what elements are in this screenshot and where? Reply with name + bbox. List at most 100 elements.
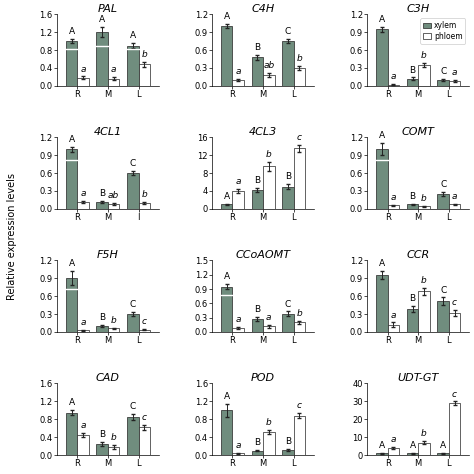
Bar	[388, 448, 399, 455]
Bar	[263, 326, 274, 332]
Text: B: B	[254, 438, 260, 447]
Bar	[282, 41, 294, 86]
Title: C4H: C4H	[251, 4, 275, 14]
Bar	[418, 207, 429, 209]
Text: C: C	[440, 285, 446, 294]
Bar	[108, 204, 119, 209]
Bar	[232, 328, 244, 332]
Text: A: A	[224, 392, 230, 401]
Bar	[77, 78, 89, 86]
Text: A: A	[69, 27, 74, 36]
Text: b: b	[421, 51, 427, 60]
Text: A: A	[224, 191, 230, 201]
Bar	[77, 435, 89, 455]
Title: CCoAOMT: CCoAOMT	[236, 250, 291, 260]
Text: B: B	[285, 173, 291, 182]
Text: A: A	[379, 15, 385, 24]
Text: A: A	[379, 441, 385, 450]
Bar	[97, 326, 108, 332]
Bar	[418, 443, 429, 455]
Text: a: a	[452, 191, 457, 201]
Bar	[108, 447, 119, 455]
Bar	[407, 310, 418, 332]
Bar	[232, 453, 244, 455]
Text: c: c	[452, 390, 457, 399]
Title: C3H: C3H	[407, 4, 430, 14]
Title: PAL: PAL	[98, 4, 118, 14]
Text: a: a	[391, 435, 396, 444]
Bar	[282, 450, 294, 455]
Bar	[438, 194, 449, 209]
Text: B: B	[410, 65, 416, 74]
Bar	[138, 64, 150, 86]
Text: A: A	[69, 135, 74, 144]
Title: F5H: F5H	[97, 250, 119, 260]
Text: a: a	[391, 193, 396, 202]
Legend: xylem, phloem: xylem, phloem	[420, 18, 465, 44]
Text: C: C	[440, 67, 446, 76]
Text: c: c	[297, 401, 302, 410]
Bar	[418, 65, 429, 86]
Bar	[252, 319, 263, 332]
Bar	[282, 186, 294, 209]
Text: a: a	[80, 189, 86, 198]
Bar	[66, 149, 77, 209]
Bar	[127, 173, 138, 209]
Bar	[127, 417, 138, 455]
Bar	[221, 410, 232, 455]
Bar	[138, 427, 150, 455]
Bar	[252, 57, 263, 86]
Bar	[221, 287, 232, 332]
Bar	[138, 203, 150, 209]
Bar	[438, 453, 449, 455]
Text: B: B	[99, 430, 105, 439]
Bar	[449, 204, 460, 209]
Bar	[376, 29, 388, 86]
Title: COMT: COMT	[402, 128, 435, 137]
Text: B: B	[254, 176, 260, 185]
Bar	[418, 292, 429, 332]
Bar	[294, 148, 305, 209]
Text: a: a	[236, 441, 241, 450]
Bar	[388, 325, 399, 332]
Bar	[127, 46, 138, 86]
Bar	[449, 403, 460, 455]
Title: POD: POD	[251, 374, 275, 383]
Text: b: b	[421, 276, 427, 285]
Bar	[108, 328, 119, 332]
Text: ab: ab	[108, 191, 119, 200]
Bar	[294, 322, 305, 332]
Text: a: a	[391, 72, 396, 81]
Text: C: C	[440, 180, 446, 189]
Bar	[66, 412, 77, 455]
Title: UDT-GT: UDT-GT	[398, 374, 439, 383]
Text: A: A	[99, 15, 105, 24]
Text: b: b	[111, 433, 117, 442]
Bar	[263, 75, 274, 86]
Bar	[407, 204, 418, 209]
Bar	[449, 81, 460, 86]
Text: B: B	[410, 191, 416, 201]
Bar	[97, 202, 108, 209]
Bar	[407, 79, 418, 86]
Text: a: a	[236, 67, 241, 76]
Bar	[263, 432, 274, 455]
Text: a: a	[111, 65, 117, 74]
Bar	[232, 80, 244, 86]
Bar	[97, 444, 108, 455]
Text: A: A	[379, 259, 385, 268]
Title: 4CL1: 4CL1	[94, 128, 122, 137]
Text: A: A	[69, 259, 74, 268]
Bar	[221, 26, 232, 86]
Text: Relative expression levels: Relative expression levels	[7, 173, 17, 301]
Text: b: b	[111, 316, 117, 325]
Bar	[294, 68, 305, 86]
Text: a: a	[452, 68, 457, 77]
Bar	[232, 191, 244, 209]
Bar	[108, 79, 119, 86]
Text: C: C	[130, 300, 136, 309]
Text: C: C	[130, 402, 136, 411]
Bar	[221, 204, 232, 209]
Bar	[282, 314, 294, 332]
Title: CAD: CAD	[96, 374, 120, 383]
